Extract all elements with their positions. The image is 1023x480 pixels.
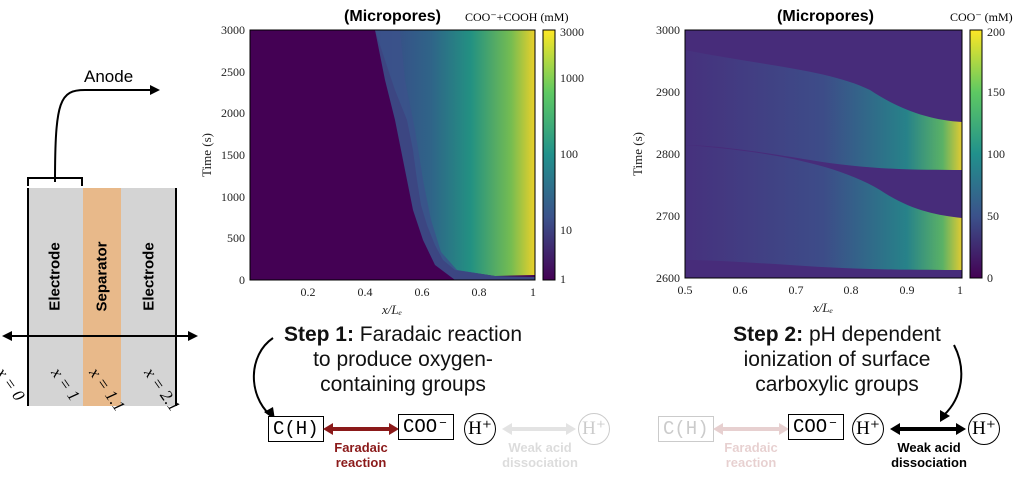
plot1-concentration-region bbox=[375, 30, 535, 276]
coo-box-2: COO⁻ bbox=[788, 414, 844, 440]
plot1-xtick: 0.4 bbox=[358, 285, 373, 299]
h-circle: H⁺ bbox=[464, 413, 496, 445]
step2-curved-arrow bbox=[940, 344, 963, 422]
plot1-ytick: 0 bbox=[239, 273, 245, 287]
plot1-cbtick: 10 bbox=[560, 223, 572, 237]
plot1-xticks: 0.2 0.4 0.6 0.8 1 bbox=[301, 285, 537, 299]
plot2-cbtick: 100 bbox=[987, 147, 1005, 161]
plot2-ytick: 2700 bbox=[656, 209, 680, 223]
plot1-ylabel: Time (s) bbox=[199, 133, 214, 177]
step1-line3: containing groups bbox=[320, 373, 486, 396]
plot2-colorbar-label: COO⁻ (mM) bbox=[950, 10, 1013, 24]
step2-line1: pH dependent bbox=[803, 323, 941, 346]
weak-acid-label-faded: Weak acid dissociation bbox=[502, 440, 578, 470]
plot2-colorbar bbox=[969, 29, 983, 279]
plot1-colorbar bbox=[542, 29, 556, 281]
plot1-cbtick: 1 bbox=[560, 272, 566, 286]
plot2-ytick: 3000 bbox=[656, 23, 680, 37]
step1-line2: to produce oxygen- bbox=[313, 348, 493, 371]
plot2-svg: 3000 2900 2800 2700 2600 0.5 0.6 0.7 0.8… bbox=[630, 23, 1005, 315]
plot1-title: (Micropores) bbox=[344, 8, 441, 25]
h-circle-faded: H⁺ bbox=[578, 413, 610, 445]
plot2-cbtick: 200 bbox=[987, 25, 1005, 39]
plot2-xtick: 1 bbox=[957, 283, 963, 297]
electrode-left-label: Electrode bbox=[46, 242, 64, 311]
plot1-xtick: 0.6 bbox=[415, 285, 430, 299]
plot1-xlabel: x/Lₑ bbox=[381, 302, 402, 317]
plot2-lower-band bbox=[685, 145, 962, 270]
faradaic-arrow-faded bbox=[713, 423, 789, 435]
plot2-cbtick: 50 bbox=[987, 209, 999, 223]
coo-box: COO⁻ bbox=[398, 414, 454, 440]
plot1-xtick: 0.2 bbox=[301, 285, 316, 299]
plot2-ytick: 2600 bbox=[656, 271, 680, 285]
plot2-xtick: 0.8 bbox=[844, 283, 859, 297]
ch-box-faded: C(H) bbox=[658, 416, 714, 442]
plot2-xticks: 0.5 0.6 0.7 0.8 0.9 1 bbox=[678, 283, 964, 297]
plot2-ytick: 2800 bbox=[656, 147, 680, 161]
step1-text: Step 1: Faradaic reaction to produce oxy… bbox=[268, 322, 538, 397]
electrode-left-layer bbox=[28, 188, 83, 406]
plot2-cbticks: 200 150 100 50 0 bbox=[987, 25, 1005, 285]
anode-arrow-head bbox=[150, 85, 160, 95]
plot2-xlabel: x/Lₑ bbox=[812, 300, 833, 315]
plot2-xtick: 0.7 bbox=[789, 283, 804, 297]
step2-bold: Step 2: bbox=[733, 323, 804, 346]
plot2-title: (Micropores) bbox=[777, 8, 874, 25]
separator-label: Separator bbox=[93, 241, 111, 312]
anode-wire bbox=[54, 89, 150, 183]
faradaic-arrow bbox=[323, 423, 399, 435]
plot2-upper-band bbox=[685, 50, 962, 170]
step2-line2: ionization of surface bbox=[743, 348, 931, 371]
faradaic-label: Faradaic reaction bbox=[334, 440, 388, 470]
step1-curved-arrow bbox=[252, 337, 275, 420]
plot2-cbtick: 150 bbox=[987, 85, 1005, 99]
weak-acid-label: Weak acid dissociation bbox=[891, 440, 967, 470]
cell-diagram bbox=[2, 85, 198, 406]
h-circle-2: H⁺ bbox=[852, 413, 884, 445]
electrode-right-layer bbox=[121, 188, 176, 406]
plot1-ytick: 1500 bbox=[221, 148, 245, 162]
plot1-xtick: 0.8 bbox=[472, 285, 487, 299]
separator-layer bbox=[83, 188, 121, 406]
plot2-ytick: 2900 bbox=[656, 85, 680, 99]
anode-bracket bbox=[27, 177, 83, 186]
plot1-ytick: 2500 bbox=[221, 65, 245, 79]
plot2-cbtick: 0 bbox=[987, 271, 993, 285]
anode-label: Anode bbox=[84, 67, 134, 86]
plot1-cbtick: 100 bbox=[560, 147, 578, 161]
plot1-ytick: 3000 bbox=[221, 23, 245, 37]
step2-line3: carboxylic groups bbox=[755, 373, 919, 396]
plot1-cbtick: 3000 bbox=[560, 25, 584, 39]
plot1-ytick: 1000 bbox=[221, 190, 245, 204]
plot2-ylabel: Time (s) bbox=[630, 132, 645, 176]
plot1-cbtick: 1000 bbox=[560, 71, 584, 85]
step1-line1: Faradaic reaction bbox=[353, 323, 523, 346]
plot2-yticks: 3000 2900 2800 2700 2600 bbox=[656, 23, 680, 285]
plot2-xtick: 0.5 bbox=[678, 283, 693, 297]
plot1-cbticks: 3000 1000 100 10 1 bbox=[560, 25, 584, 286]
plot1-ytick: 500 bbox=[227, 231, 245, 245]
plot2-xtick: 0.6 bbox=[733, 283, 748, 297]
step2-text: Step 2: pH dependent ionization of surfa… bbox=[712, 322, 962, 397]
plot1-colorbar-label: COO⁻+COOH (mM) bbox=[465, 10, 569, 24]
electrode-right-label: Electrode bbox=[140, 242, 158, 311]
weak-acid-arrow-faded bbox=[502, 423, 576, 435]
plot2-xtick: 0.9 bbox=[900, 283, 915, 297]
faradaic-label-faded: Faradaic reaction bbox=[724, 440, 778, 470]
plot1-front-band bbox=[375, 30, 535, 280]
plot1-xtick: 1 bbox=[530, 285, 536, 299]
h-circle-3: H⁺ bbox=[968, 413, 1000, 445]
plot1-svg: 3000 2500 2000 1500 1000 500 0 0.2 0.4 0… bbox=[199, 23, 584, 317]
ch-box: C(H) bbox=[268, 416, 324, 442]
plot1-yticks: 3000 2500 2000 1500 1000 500 0 bbox=[221, 23, 245, 287]
step1-bold: Step 1: bbox=[283, 323, 354, 346]
plot1-ytick: 2000 bbox=[221, 106, 245, 120]
weak-acid-arrow bbox=[890, 423, 966, 435]
